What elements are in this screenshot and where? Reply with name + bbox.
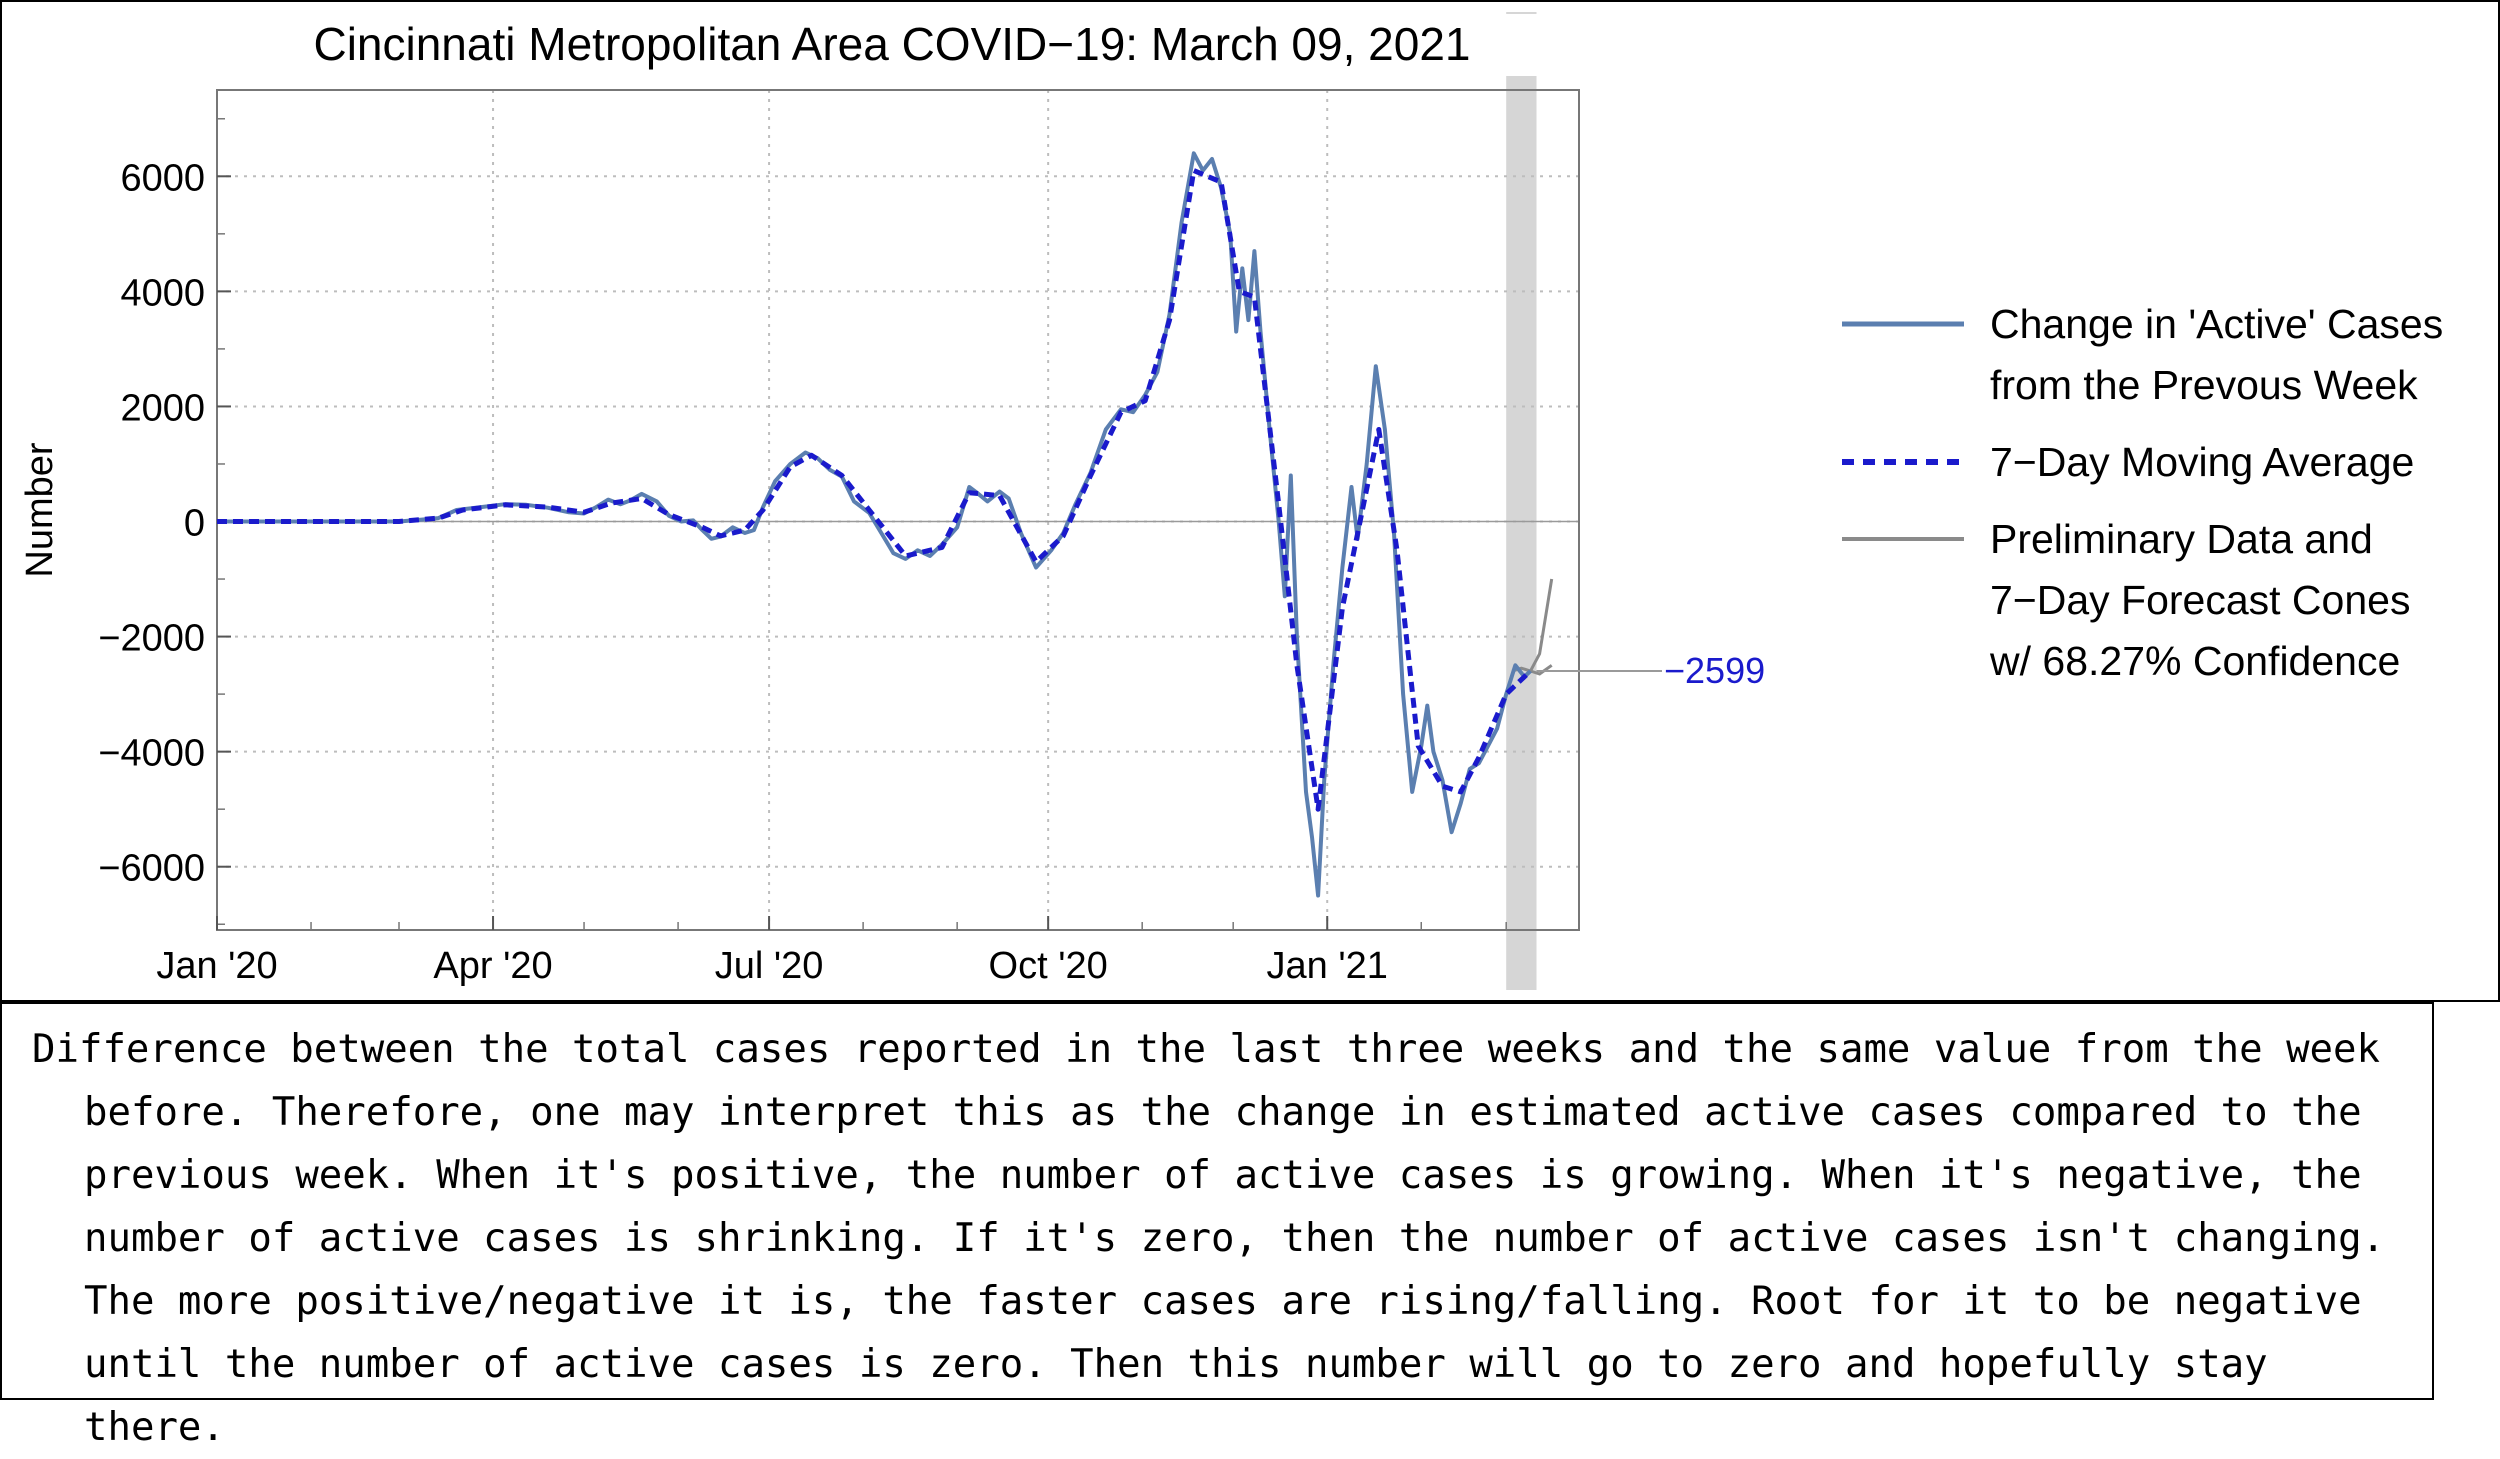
legend-entry-active-change: Change in 'Active' Cases from the Prevou… — [1842, 294, 2482, 416]
legend-label: from the Prevous Week — [1990, 362, 2418, 408]
y-tick-label: 6000 — [120, 157, 205, 199]
y-axis-label: Number — [19, 442, 61, 577]
legend-swatch-dashed-blue — [1842, 459, 1964, 465]
title-background — [230, 14, 1555, 76]
y-tick-label: 0 — [184, 503, 205, 545]
plot-frame — [216, 89, 1580, 931]
legend-label: 7−Day Moving Average — [1990, 439, 2415, 485]
x-tick-label: Jan '21 — [1267, 945, 1388, 987]
chart-legend: Change in 'Active' Cases from the Prevou… — [1842, 294, 2482, 708]
legend-label: Preliminary Data and — [1990, 516, 2373, 562]
y-tick-label: 2000 — [120, 387, 205, 429]
legend-label: 7−Day Forecast Cones — [1990, 577, 2411, 623]
x-tick-label: Jul '20 — [715, 945, 824, 987]
caption-text: Difference between the total cases repor… — [32, 1027, 2386, 1450]
series-moving-average — [217, 168, 1533, 812]
legend-label: Change in 'Active' Cases — [1990, 301, 2444, 347]
y-tick-label: −4000 — [98, 733, 205, 775]
legend-entry-moving-average: 7−Day Moving Average — [1842, 432, 2482, 493]
series-preliminary-lower — [1530, 664, 1553, 676]
line-chart: −6000 −4000 −2000 0 2000 4000 6000 Jan '20 Apr '… — [19, 12, 1765, 990]
legend-label: w/ 68.27% Confidence — [1990, 638, 2401, 684]
chart-panel: −6000 −4000 −2000 0 2000 4000 6000 Jan '20 Apr '… — [0, 0, 2500, 1002]
legend-swatch-solid-gray — [1842, 537, 1964, 541]
chart-title: Cincinnati Metropolitan Area COVID−19: M… — [313, 18, 1470, 70]
series-active-change — [217, 151, 1532, 898]
legend-swatch-solid-blue — [1842, 321, 1964, 327]
caption-box: Difference between the total cases repor… — [0, 1002, 2434, 1450]
x-tick-label: Apr '20 — [433, 945, 552, 987]
legend-entry-preliminary: Preliminary Data and 7−Day Forecast Cone… — [1842, 509, 2482, 692]
y-tick-label: −6000 — [98, 848, 205, 890]
preliminary-band — [1506, 12, 1537, 990]
end-value-label: −2599 — [1664, 650, 1765, 691]
x-tick-label: Jan '20 — [156, 945, 277, 987]
y-tick-label: 4000 — [120, 272, 205, 314]
x-tick-label: Oct '20 — [989, 945, 1108, 987]
y-tick-label: −2000 — [98, 618, 205, 660]
